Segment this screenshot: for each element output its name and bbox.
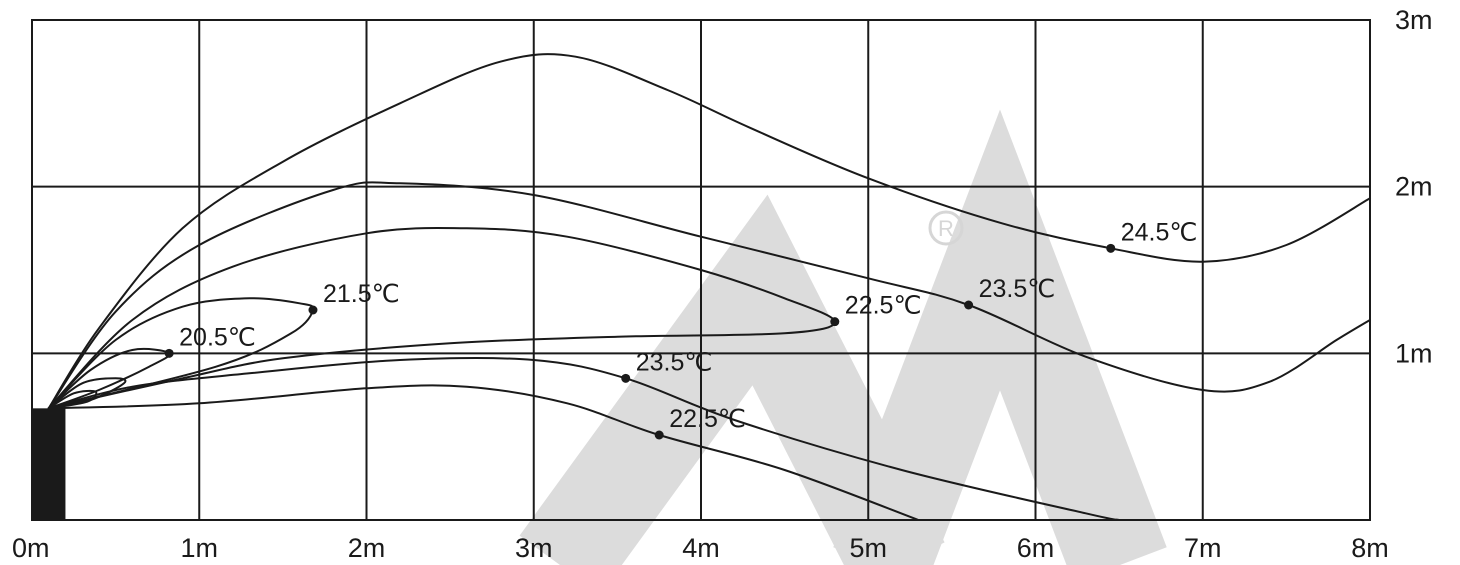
heater-source [32, 408, 66, 520]
isotherm-line [47, 226, 836, 410]
y-tick-label: 1m [1395, 338, 1433, 368]
x-axis-ticks: 0m 1m 2m 3m 4m 5m 6m 7m 8m [12, 533, 1389, 563]
isotherm-line [47, 181, 1371, 410]
isotherm-marker [964, 300, 974, 310]
isotherm-labels: 24.5℃ 23.5℃ 22.5℃ 21.5℃ 20.5℃ 23.5℃ 22.5℃ [179, 218, 1197, 433]
isotherm-label: 22.5℃ [669, 405, 746, 433]
isotherm-label: 22.5℃ [845, 292, 922, 320]
y-tick-label: 2m [1395, 172, 1433, 202]
isotherm-label: 20.5℃ [179, 323, 256, 351]
isotherm-label: 23.5℃ [636, 348, 713, 376]
isotherm-marker [654, 430, 664, 440]
registered-mark: R [928, 210, 964, 246]
x-tick-label: 1m [180, 533, 218, 563]
plot-frame [31, 19, 1371, 521]
svg-text:R: R [938, 216, 954, 241]
x-tick-label: 2m [348, 533, 386, 563]
isotherm-label: 24.5℃ [1121, 218, 1198, 246]
x-tick-label: 5m [849, 533, 887, 563]
y-tick-label: 3m [1395, 5, 1433, 35]
isotherm-label: 23.5℃ [979, 275, 1056, 303]
watermark-letter [833, 109, 1167, 565]
isotherm-marker [164, 348, 174, 358]
isotherm-line [47, 53, 1371, 410]
y-axis-ticks: 1m 2m 3m [1395, 5, 1433, 368]
x-tick-label: 3m [515, 533, 553, 563]
isotherm-label: 21.5℃ [323, 280, 400, 308]
x-tick-label: 4m [682, 533, 720, 563]
x-tick-label: 0m [12, 533, 50, 563]
x-tick-label: 6m [1017, 533, 1055, 563]
isotherm-marker [308, 305, 318, 315]
isotherm-line [47, 389, 98, 410]
isotherm-marker [1106, 243, 1116, 253]
x-tick-label: 8m [1351, 533, 1389, 563]
isotherm-lines [47, 53, 1371, 521]
isotherm-line [47, 297, 315, 410]
x-tick-label: 7m [1184, 533, 1222, 563]
isotherm-marker [621, 373, 631, 383]
isotherm-line [47, 384, 920, 521]
isotherm-line [47, 357, 1121, 521]
grid [32, 20, 1370, 520]
isotherm-markers [164, 243, 1116, 440]
isotherm-marker [830, 317, 840, 327]
